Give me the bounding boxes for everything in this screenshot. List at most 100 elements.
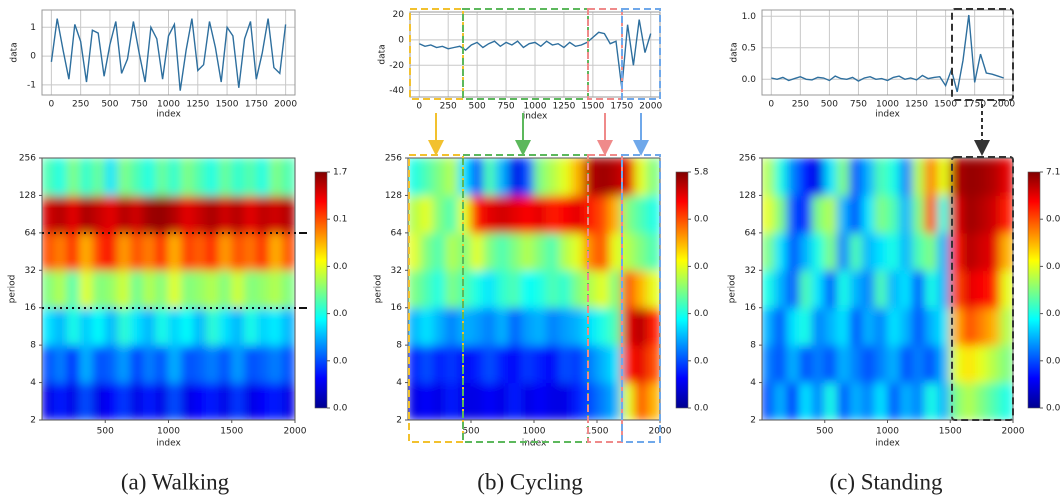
heatmap-cell bbox=[962, 158, 976, 196]
heatmap-cell bbox=[104, 382, 119, 420]
heatmap-cell bbox=[987, 232, 1001, 271]
heatmap-cell bbox=[408, 194, 422, 234]
heatmap-cell bbox=[168, 194, 182, 234]
heatmap-cell bbox=[243, 232, 258, 271]
heatmap-cell bbox=[243, 382, 258, 420]
heatmap-cell bbox=[962, 269, 976, 309]
heatmap-cell bbox=[937, 232, 951, 271]
caption: (b) Cycling bbox=[477, 469, 583, 494]
heatmap-cell bbox=[205, 158, 220, 196]
heatmap-cell bbox=[54, 307, 68, 346]
heatmap-cell bbox=[130, 344, 144, 384]
x-tick-label: 250 bbox=[792, 100, 809, 110]
heatmap-cell bbox=[912, 158, 926, 196]
heatmap-cell bbox=[558, 158, 573, 196]
heatmap-cell bbox=[874, 194, 888, 234]
heatmap-cell bbox=[924, 194, 939, 234]
heatmap-cell bbox=[231, 232, 245, 271]
heatmap-cell bbox=[104, 307, 119, 346]
heatmap-cell bbox=[762, 194, 776, 234]
heatmap-cell bbox=[256, 158, 271, 196]
heatmap-cell bbox=[999, 232, 1013, 271]
heatmap-cell bbox=[774, 344, 788, 384]
colorbar-label: 0.0 bbox=[333, 262, 348, 272]
heatmap-cell bbox=[596, 158, 611, 196]
heatmap-cell bbox=[609, 194, 623, 234]
heatmap-cell bbox=[571, 307, 585, 346]
heatmap-cell bbox=[117, 307, 132, 346]
heatmap-cell bbox=[180, 344, 195, 384]
y-tick-label: 256 bbox=[739, 154, 756, 164]
heatmap-cell bbox=[66, 269, 81, 309]
heatmap-cell bbox=[495, 194, 510, 234]
heatmap-cell bbox=[861, 194, 876, 234]
heatmap-cell bbox=[634, 382, 648, 420]
heatmap-cell bbox=[420, 194, 434, 234]
heatmap-cell bbox=[432, 158, 447, 196]
y-tick-label: 16 bbox=[25, 303, 37, 313]
heatmap-cell bbox=[256, 269, 271, 309]
x-tick-label: 2000 bbox=[284, 427, 307, 437]
heatmap-cell bbox=[520, 269, 535, 309]
line-chart: 0 250 500 750 1000 1250 1500 1750 2000 0.0 0.5 1.0 i… bbox=[730, 9, 1015, 120]
colorbar-label: 0.0 bbox=[1046, 262, 1061, 272]
heatmap-cell bbox=[155, 269, 169, 309]
x-tick-label: 1000 bbox=[876, 100, 899, 110]
y-tick-label: 4 bbox=[30, 378, 36, 388]
heatmap-cell bbox=[193, 382, 207, 420]
y-tick-label: 128 bbox=[739, 191, 756, 201]
heatmap-cell bbox=[634, 194, 648, 234]
heatmap-cell bbox=[180, 307, 195, 346]
heatmap-cell bbox=[849, 269, 863, 309]
heatmap-cell bbox=[470, 194, 485, 234]
heatmap-cell bbox=[836, 382, 851, 420]
heatmap-cell bbox=[205, 382, 220, 420]
heatmap-cell bbox=[849, 158, 863, 196]
x-tick-label: 1750 bbox=[245, 100, 268, 110]
heatmap-cell bbox=[912, 382, 926, 420]
heatmap-cell bbox=[596, 194, 611, 234]
heatmap-cell bbox=[281, 269, 295, 309]
heatmap-cell bbox=[155, 158, 169, 196]
heatmap-cell bbox=[218, 307, 233, 346]
heatmap-cell bbox=[899, 158, 914, 196]
heatmap-cell bbox=[142, 382, 157, 420]
colorbar-label: 0.0 bbox=[333, 404, 348, 414]
heatmap-cell bbox=[432, 382, 447, 420]
heatmap-cell bbox=[974, 232, 989, 271]
heatmap-cell bbox=[999, 158, 1013, 196]
heatmap-cell bbox=[949, 194, 964, 234]
heatmap-cell bbox=[974, 269, 989, 309]
x-tick-label: 1250 bbox=[186, 100, 209, 110]
heatmap-cell bbox=[533, 269, 548, 309]
y-tick-label: 0.0 bbox=[742, 75, 757, 85]
heatmap-cell bbox=[533, 232, 548, 271]
heatmap-cell bbox=[962, 232, 976, 271]
heatmap-cell bbox=[646, 382, 660, 420]
y-tick-label: 1.0 bbox=[742, 12, 757, 22]
heatmap-cell bbox=[774, 307, 788, 346]
y-tick-label: 4 bbox=[750, 378, 756, 388]
x-tick-label: 1250 bbox=[552, 102, 575, 112]
heatmap-cell bbox=[470, 232, 485, 271]
heatmap-cell bbox=[583, 194, 598, 234]
heatmap-cell bbox=[836, 344, 851, 384]
heatmap-cell bbox=[861, 307, 876, 346]
heatmap-cell bbox=[571, 232, 585, 271]
heatmap-cell bbox=[774, 194, 788, 234]
heatmap-cell bbox=[987, 344, 1001, 384]
colorbar bbox=[1027, 171, 1041, 409]
x-tick-label: 500 bbox=[97, 427, 114, 437]
heatmap-cell bbox=[205, 269, 220, 309]
heatmap-cell bbox=[520, 232, 535, 271]
heatmap-cell bbox=[104, 344, 119, 384]
heatmap-cell bbox=[117, 382, 132, 420]
heatmap-cell bbox=[117, 158, 132, 196]
heatmap-cell bbox=[168, 344, 182, 384]
y-tick-label: 256 bbox=[385, 154, 402, 164]
x-axis-label: index bbox=[875, 439, 900, 449]
heatmap-cell bbox=[281, 232, 295, 271]
heatmap-cell bbox=[269, 158, 283, 196]
heatmap-cell bbox=[104, 269, 119, 309]
heatmap-cell bbox=[874, 344, 888, 384]
